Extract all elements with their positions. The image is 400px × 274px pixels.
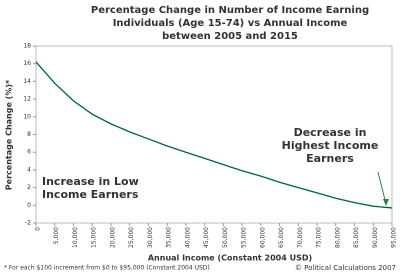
y-tick-label: 12 [23, 96, 31, 103]
x-tick-label: 80,000 [334, 227, 341, 248]
x-tick-label: 25,000 [128, 227, 135, 248]
annotation: Decrease in [294, 126, 367, 139]
x-tick-label: 10,000 [72, 227, 79, 248]
y-tick-label: 10 [23, 113, 31, 120]
x-tick-label: 90,000 [372, 227, 379, 248]
credit: © Political Calculations 2007 [295, 264, 396, 272]
chart-title: Percentage Change in Number of Income Ea… [91, 5, 369, 16]
x-tick-label: 95,000 [391, 227, 398, 248]
x-tick-label: 30,000 [147, 227, 154, 248]
y-tick-label: -2 [25, 220, 31, 227]
line-series [35, 61, 393, 209]
y-tick-label: 4 [27, 166, 31, 173]
y-axis-label: Percentage Change (%)* [5, 79, 14, 190]
y-tick-label: 2 [27, 184, 31, 191]
x-tick-label: 20,000 [109, 227, 116, 248]
footnote: * For each $100 increment from $0 to $95… [4, 265, 210, 272]
x-tick-label: 45,000 [203, 227, 210, 248]
x-tick-label: 75,000 [316, 227, 323, 248]
annotation: Income Earners [42, 188, 139, 201]
x-tick-label: 70,000 [297, 227, 304, 248]
annotation: Earners [306, 152, 354, 165]
annotation-arrowhead [383, 199, 389, 206]
x-tick-label: 5,000 [53, 227, 60, 244]
annotation: Increase in Low [42, 175, 139, 188]
x-tick-label: 60,000 [259, 227, 266, 248]
y-tick-label: 14 [23, 78, 31, 85]
y-tick-label: 6 [27, 149, 31, 156]
x-tick-label: 0 [35, 227, 42, 231]
y-tick-label: 18 [23, 43, 31, 50]
x-tick-label: 40,000 [184, 227, 191, 248]
y-tick-label: 8 [27, 131, 31, 138]
chart-title: Individuals (Age 15-74) vs Annual Income [113, 18, 348, 29]
x-tick-label: 65,000 [278, 227, 285, 248]
x-tick-label: 55,000 [241, 227, 248, 248]
y-tick-label: 0 [27, 202, 31, 209]
x-tick-label: 50,000 [222, 227, 229, 248]
annotation: Highest Income [282, 139, 379, 152]
y-tick-label: 16 [23, 60, 31, 67]
x-axis-label: Annual Income (Constant 2004 USD) [148, 254, 312, 263]
annotation-arrow [377, 171, 387, 205]
x-tick-label: 15,000 [91, 227, 98, 248]
plot-frame [35, 45, 393, 224]
x-tick-label: 35,000 [166, 227, 173, 248]
chart-title: between 2005 and 2015 [162, 31, 298, 42]
x-tick-label: 85,000 [353, 227, 360, 248]
